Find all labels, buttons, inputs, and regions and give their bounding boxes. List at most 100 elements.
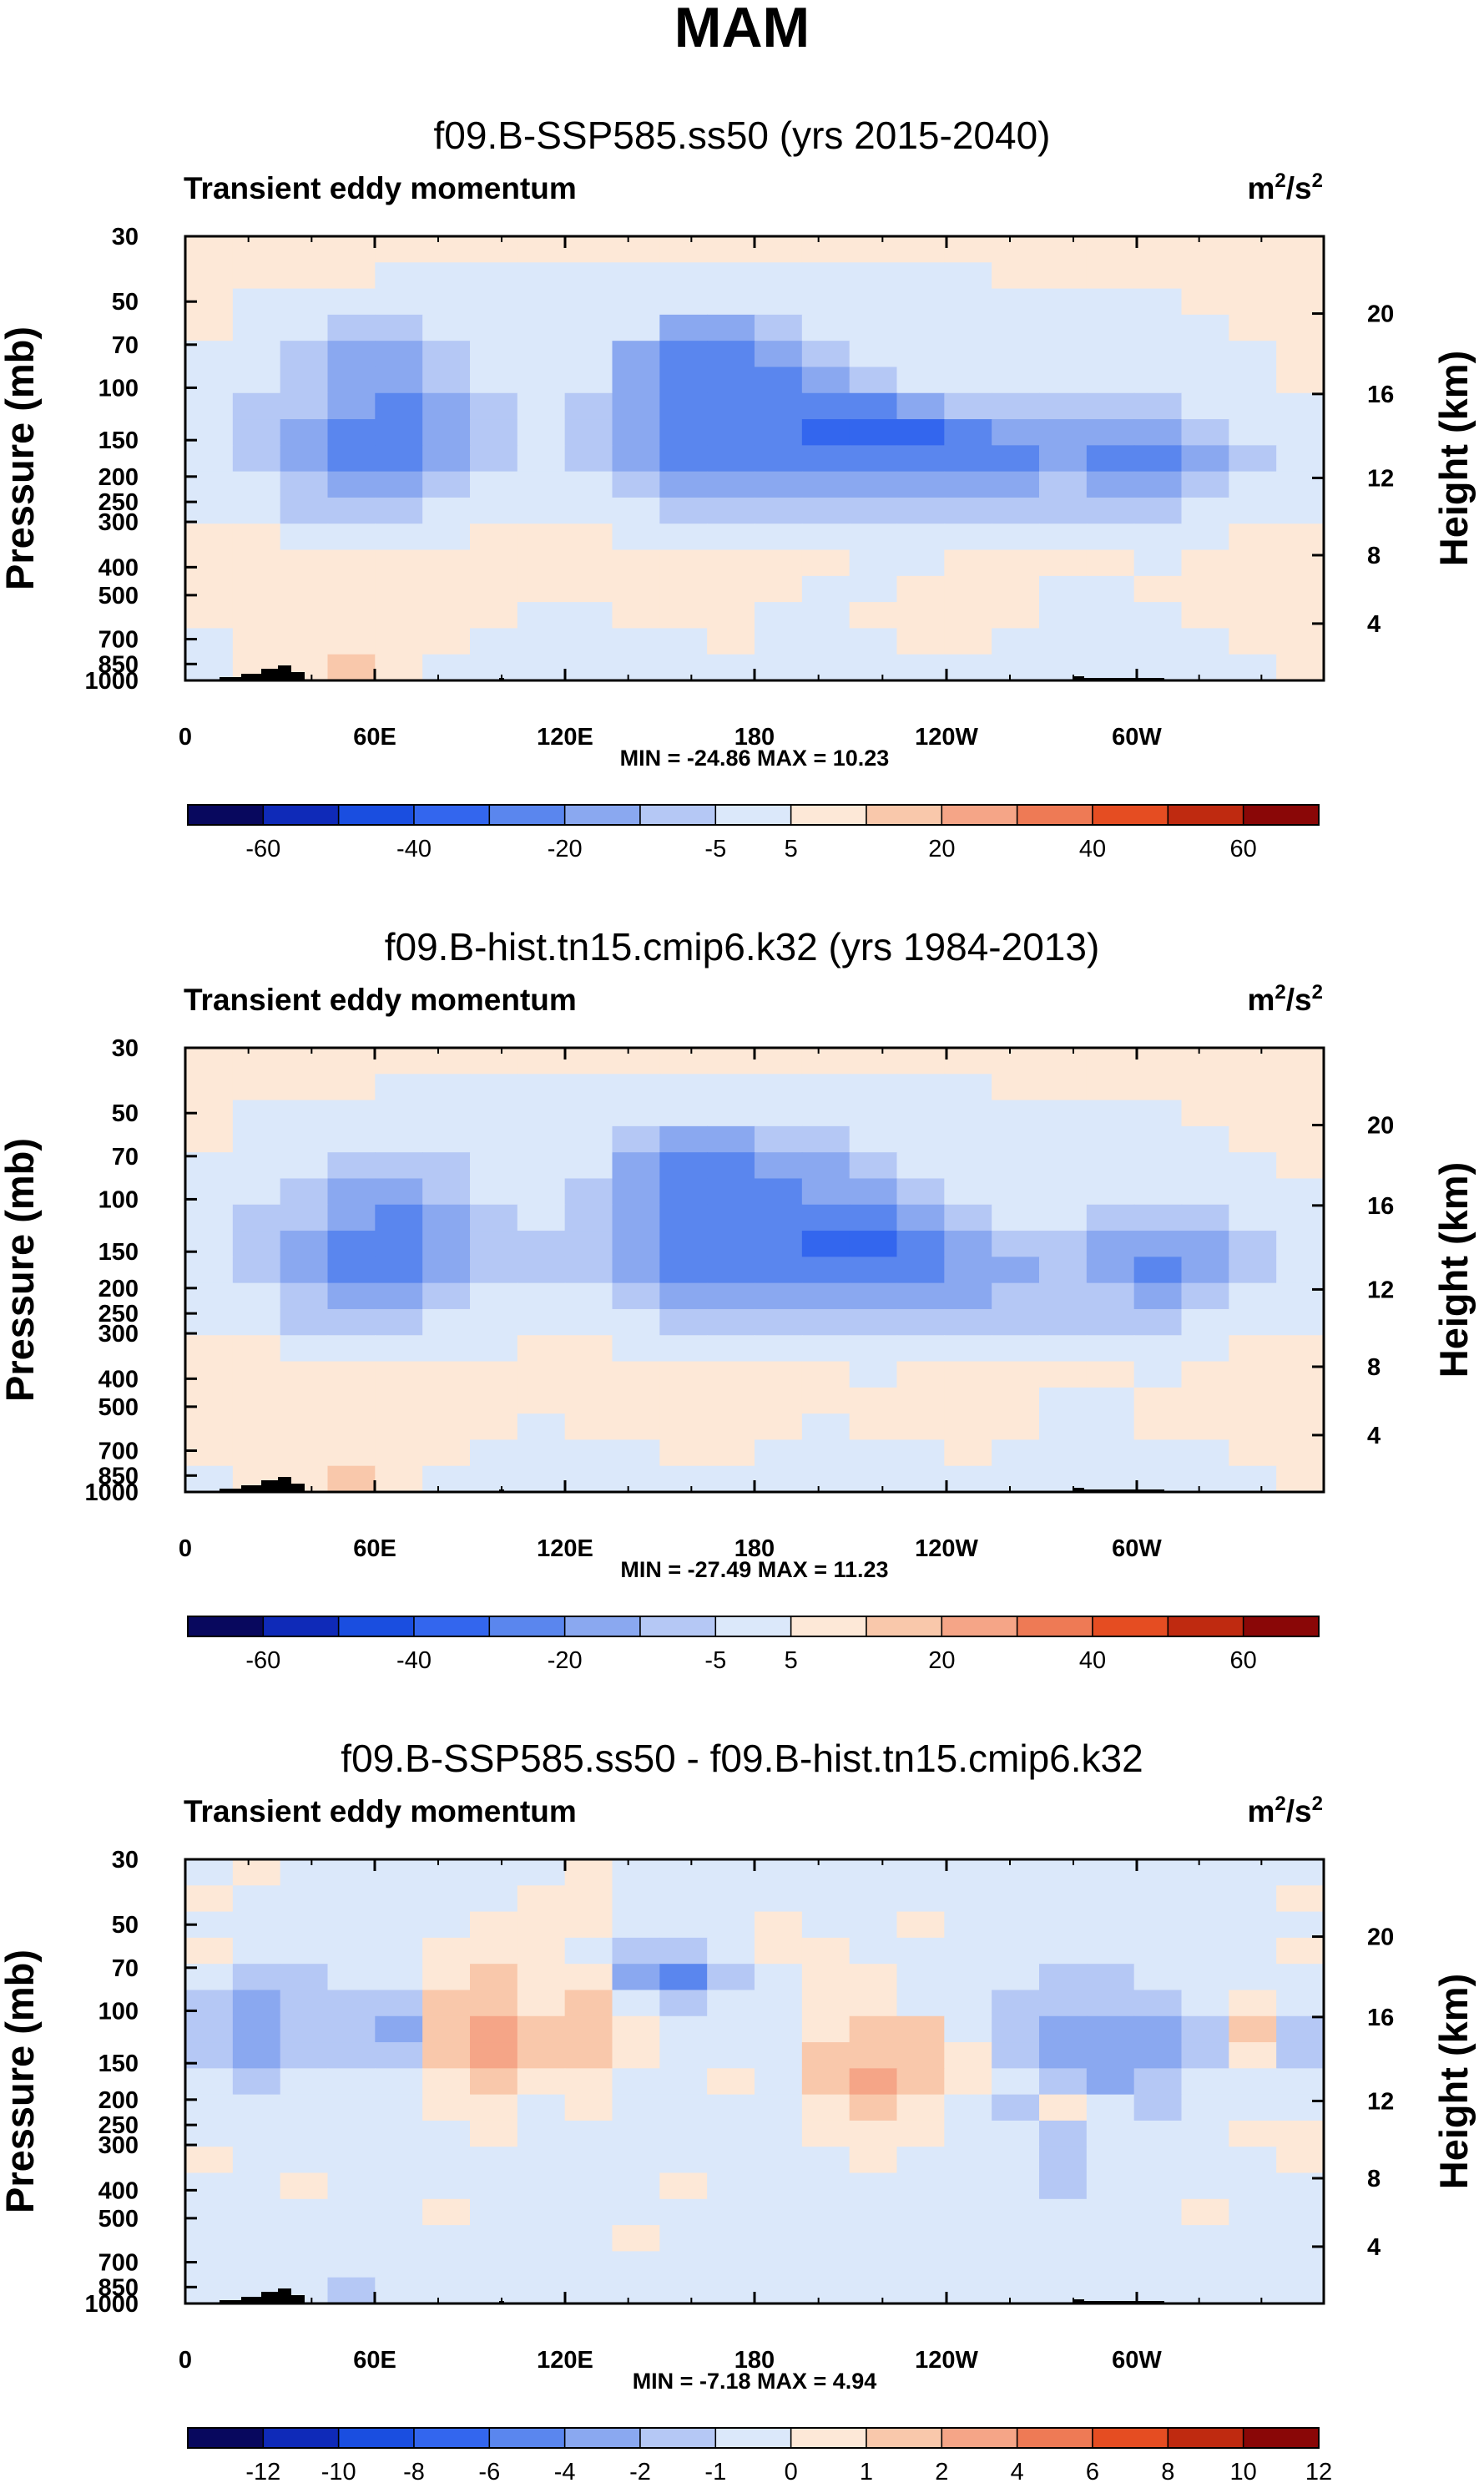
heatmap-cell — [375, 341, 423, 368]
heatmap-cell — [564, 314, 613, 341]
heatmap-cell — [517, 1964, 566, 1991]
colorbar-label: 2 — [935, 2459, 948, 2483]
heatmap-cell — [1181, 1859, 1230, 1887]
heatmap-cell — [849, 1048, 898, 1075]
heatmap-cell — [1276, 1465, 1325, 1493]
heatmap-cell — [470, 549, 518, 577]
heatmap-cell — [1229, 1074, 1277, 1101]
heatmap-cell — [1133, 1257, 1183, 1284]
colorbar-swatch — [337, 804, 415, 826]
heatmap-cell — [327, 445, 376, 473]
heatmap-cell — [1229, 392, 1277, 420]
heatmap-cell — [1276, 523, 1325, 551]
heatmap-cell — [375, 1911, 423, 1939]
heatmap-cell — [327, 497, 376, 525]
heatmap-cell — [564, 523, 613, 551]
heatmap-cell — [517, 1937, 566, 1965]
colorbar-swatch — [941, 2427, 1018, 2449]
y-tick-label: 200 — [98, 2087, 139, 2114]
heatmap-cell — [327, 1100, 376, 1127]
heatmap-cell — [849, 367, 898, 394]
heatmap-cell — [375, 2015, 423, 2043]
heatmap-cell — [755, 236, 803, 264]
heatmap-cell — [327, 1048, 376, 1075]
heatmap-cell — [1276, 1937, 1325, 1965]
colorbar-label: 20 — [928, 836, 955, 862]
y-tick-label: 500 — [98, 583, 139, 609]
heatmap-cell — [327, 1231, 376, 1258]
heatmap-cell — [1133, 1282, 1183, 1310]
heatmap-cell — [992, 628, 1040, 655]
heatmap-cell — [992, 2198, 1040, 2226]
heatmap-cell — [185, 2198, 234, 2226]
heatmap-cell — [280, 2042, 329, 2070]
heatmap-cell — [944, 445, 992, 473]
heatmap-cell — [849, 2068, 898, 2096]
heatmap-cell — [801, 1387, 851, 1414]
heatmap-cell — [280, 575, 329, 603]
heatmap-cell — [1229, 1937, 1277, 1965]
heatmap-cell — [1229, 628, 1277, 655]
heatmap-cell — [612, 445, 661, 473]
heatmap-cell — [470, 1257, 518, 1284]
heatmap-cell — [755, 445, 803, 473]
heatmap-cell — [422, 2277, 471, 2304]
y-tick-label: 850 — [98, 651, 139, 678]
heatmap-cell — [280, 1100, 329, 1127]
heatmap-cell — [612, 392, 661, 420]
heatmap-cell — [185, 1885, 234, 1913]
colorbar-swatch — [639, 2427, 717, 2449]
heatmap-cell — [944, 2198, 992, 2226]
heatmap-cell — [1039, 1413, 1088, 1441]
heatmap-cell — [470, 1204, 518, 1231]
heatmap-cell — [1276, 1048, 1325, 1075]
heatmap-cell — [801, 1859, 851, 1887]
heatmap-cell — [992, 341, 1040, 368]
heatmap-cell — [801, 1413, 851, 1441]
heatmap-cell — [896, 1308, 946, 1337]
heatmap-cell — [896, 2198, 946, 2226]
colorbar-swatch — [714, 1616, 792, 1637]
heatmap-cell — [1039, 2172, 1088, 2200]
colorbar-swatch — [714, 2427, 792, 2449]
heatmap-cell — [422, 471, 471, 498]
heatmap-cell — [755, 1439, 803, 1467]
heatmap-cell — [755, 1048, 803, 1075]
heatmap-cell — [944, 497, 992, 525]
heatmap-cell — [232, 1859, 281, 1887]
heatmap-cell — [185, 2068, 234, 2096]
heatmap-cell — [1133, 1361, 1183, 1388]
heatmap-cell — [849, 1152, 898, 1180]
y-tick-label: 70 — [112, 332, 139, 359]
heatmap-cell — [280, 1413, 329, 1441]
heatmap-cell — [422, 314, 471, 341]
heatmap-cell — [992, 1990, 1040, 2017]
heatmap-cell — [1039, 497, 1088, 525]
heatmap-cell — [755, 1178, 803, 1206]
heatmap-cell — [755, 288, 803, 316]
heatmap-cell — [896, 1964, 946, 1991]
heatmap-cell — [422, 1204, 471, 1231]
heatmap-cell — [992, 288, 1040, 316]
heatmap-cell — [801, 392, 851, 420]
heatmap-cell — [564, 1204, 613, 1231]
heatmap-cell — [517, 575, 566, 603]
heatmap-cell — [470, 341, 518, 368]
heatmap-cell — [896, 2225, 946, 2253]
heatmap-cell — [232, 1100, 281, 1127]
heatmap-cell — [564, 367, 613, 394]
heatmap-cell — [564, 445, 613, 473]
heatmap-cell — [992, 1439, 1040, 1467]
heatmap-cell — [470, 445, 518, 473]
heatmap-cell — [1229, 1439, 1277, 1467]
heatmap-cell — [849, 1465, 898, 1493]
heatmap-cell — [755, 575, 803, 603]
heatmap-cell — [1086, 1152, 1135, 1180]
heatmap-cell — [375, 2198, 423, 2226]
heatmap-cell — [1229, 2198, 1277, 2226]
x-tick-label: 0 — [179, 2347, 192, 2374]
heatmap-cell — [896, 497, 946, 525]
heatmap-cell — [1181, 1413, 1230, 1441]
colorbar-swatch — [639, 804, 717, 826]
heatmap-cell — [1039, 1387, 1088, 1414]
